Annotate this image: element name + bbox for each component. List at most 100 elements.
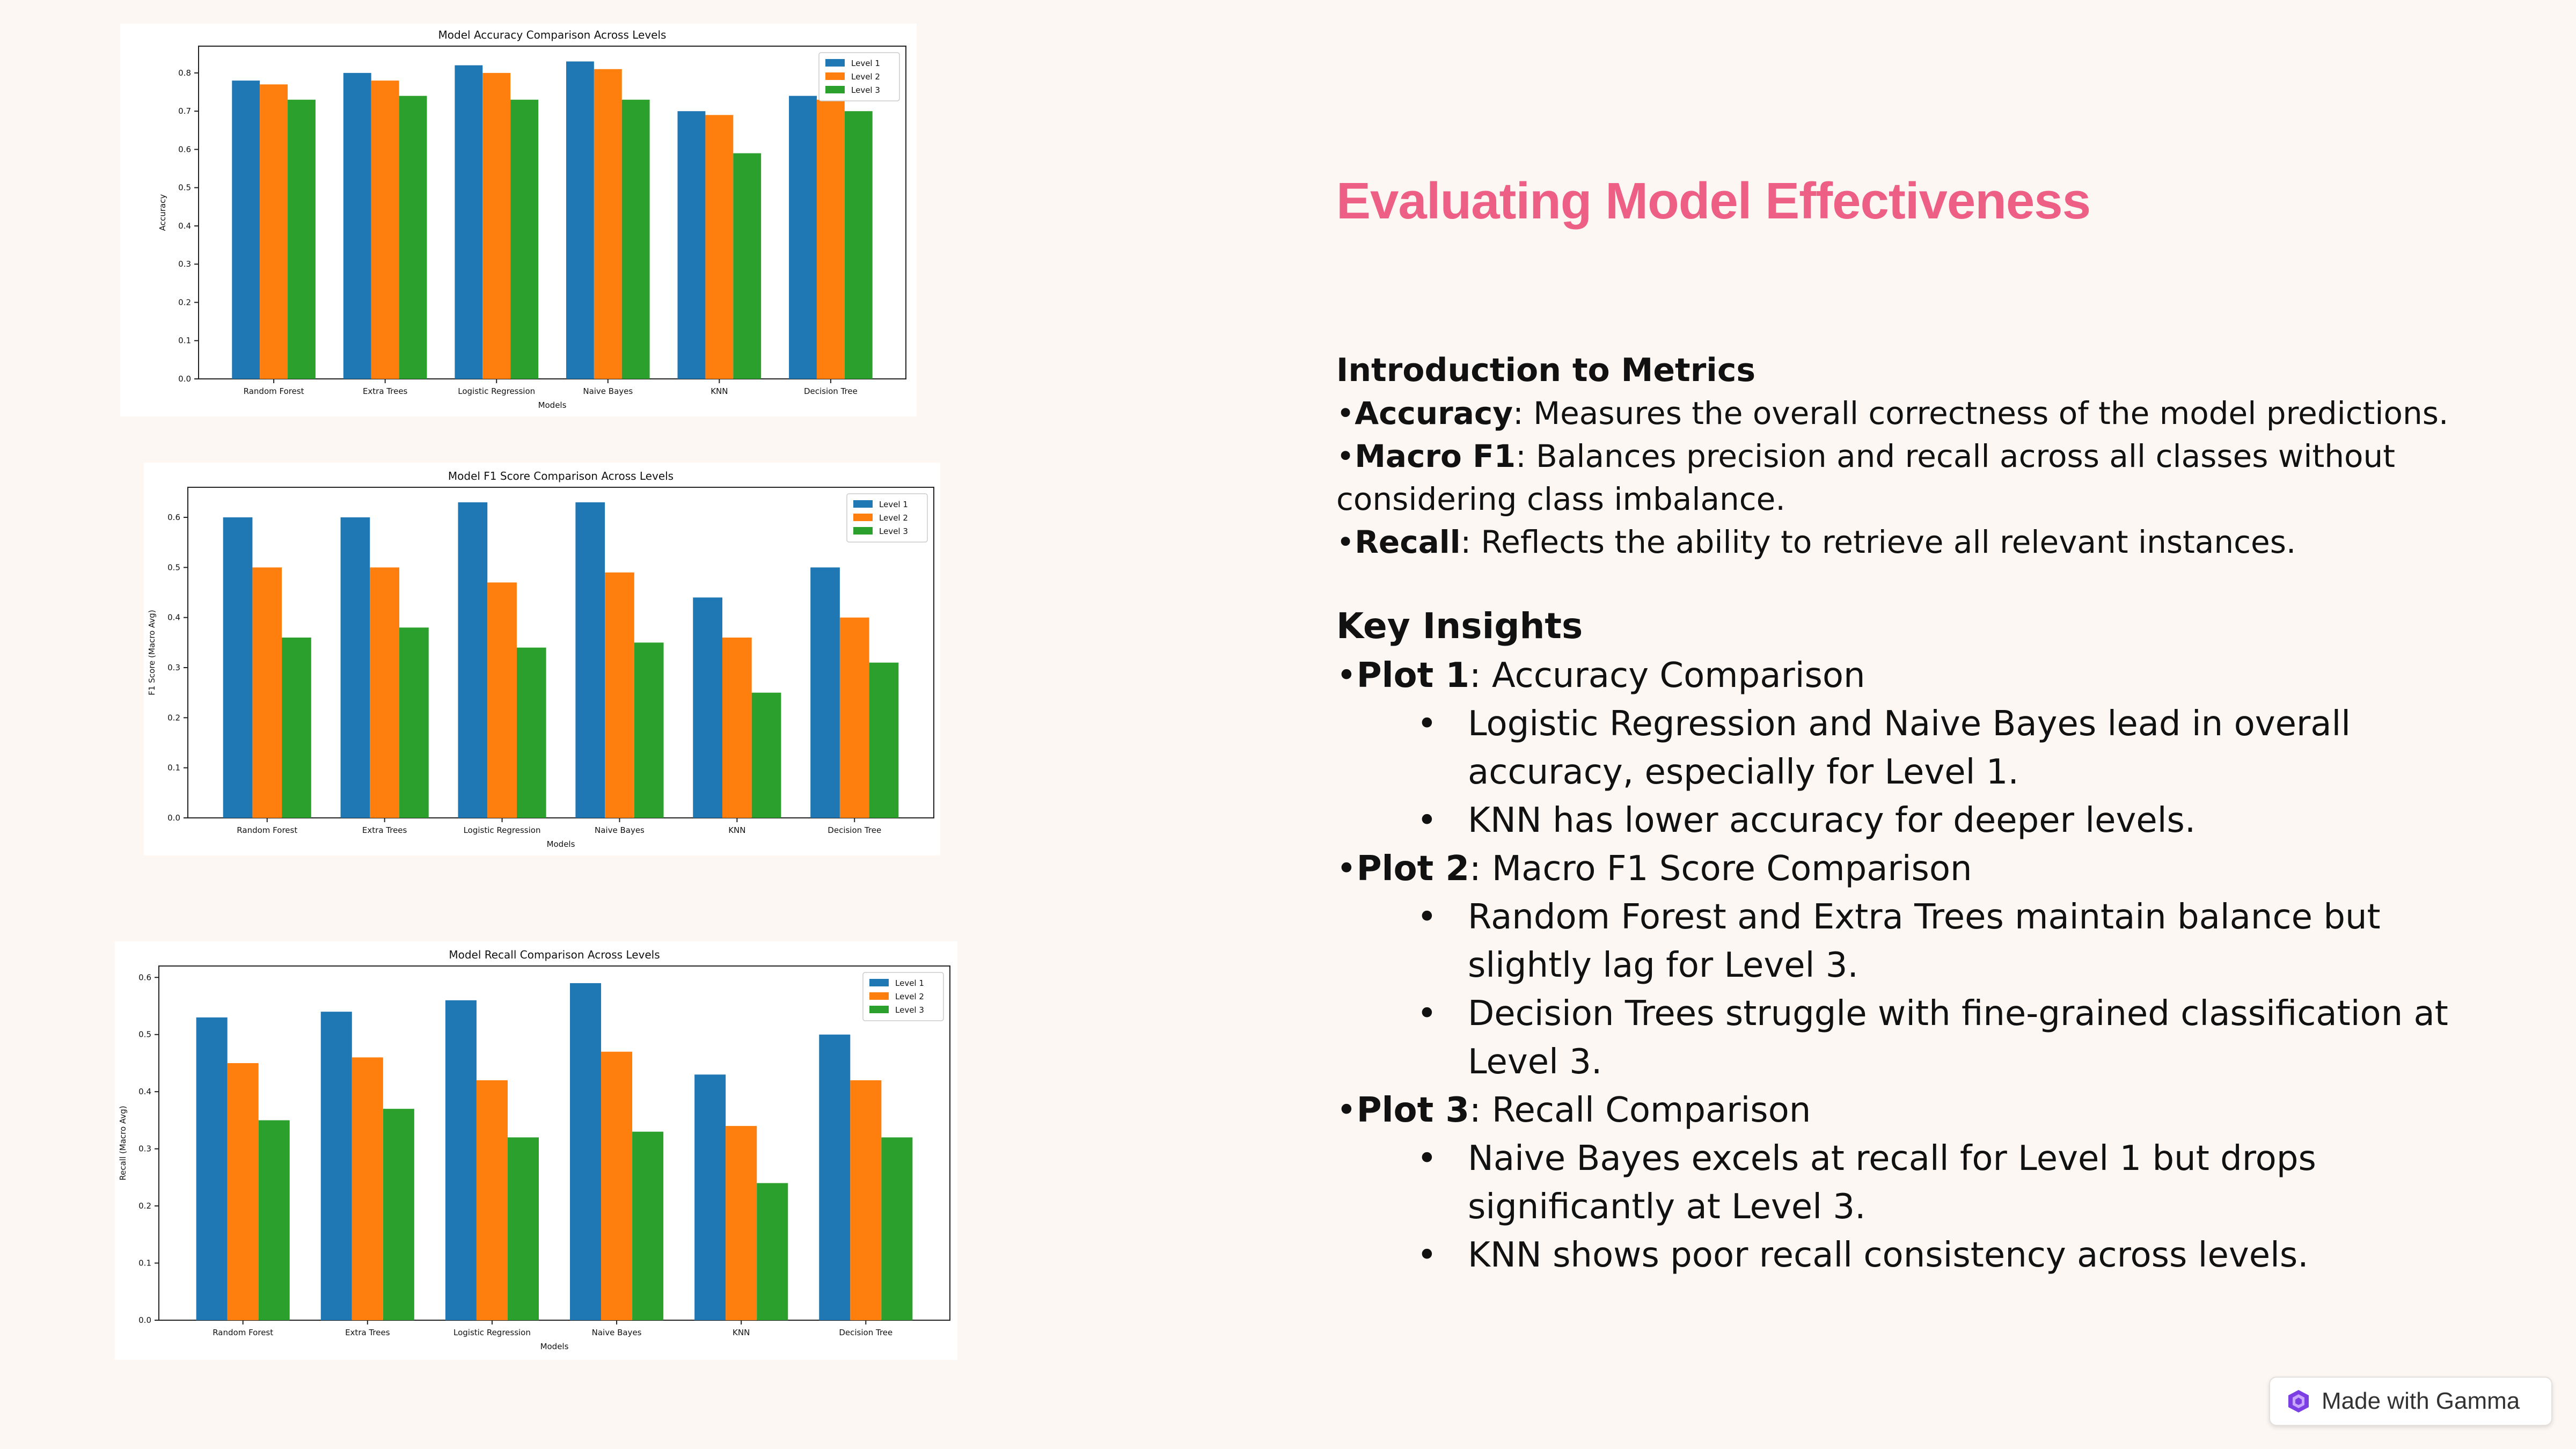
legend-swatch	[853, 514, 873, 521]
metric-desc: : Balances precision and recall across a…	[1516, 438, 2395, 474]
y-tick-label: 0.1	[138, 1258, 151, 1268]
bar-level-2	[227, 1063, 259, 1320]
bar-level-2	[370, 567, 400, 818]
bar-level-1	[223, 517, 253, 818]
bar-level-2	[352, 1057, 383, 1320]
y-tick-label: 0.1	[178, 336, 191, 346]
x-tick-label: Decision Tree	[828, 825, 881, 835]
recall-chart-card: Model Recall Comparison Across Levels 0.0…	[115, 941, 957, 1360]
bar-level-2	[605, 572, 634, 818]
plot-frame	[187, 487, 934, 818]
accuracy-chart-card: Model Accuracy Comparison Across Levels 0…	[120, 24, 917, 416]
bar-level-3	[399, 627, 429, 818]
legend-swatch	[869, 979, 889, 986]
y-tick-label: 0.8	[178, 68, 191, 78]
legend-label: Level 1	[851, 58, 880, 68]
x-tick-label: Naive Bayes	[595, 825, 645, 835]
y-tick-label: 0.4	[138, 1087, 151, 1096]
x-axis-label: Models	[547, 839, 575, 849]
bar-level-3	[282, 638, 311, 818]
intro-heading: Introduction to Metrics	[1336, 352, 1756, 389]
metric-macro-f1-continued: considering class imbalance.	[1336, 481, 1785, 517]
bullet: •	[1336, 1091, 1357, 1130]
bullet: •	[1417, 801, 1437, 840]
bar-level-1	[445, 1000, 477, 1320]
f1-chart-card: Model F1 Score Comparison Across Levels 0…	[144, 463, 940, 855]
bar-level-1	[232, 80, 260, 379]
plot3-heading: •Plot 3: Recall Comparison	[1336, 1086, 2517, 1135]
bullet: •	[1417, 704, 1437, 744]
y-tick-label: 0.2	[138, 1201, 151, 1211]
legend-swatch	[853, 500, 873, 508]
legend-label: Level 2	[895, 992, 924, 1001]
bar-level-3	[757, 1183, 788, 1320]
plot-frame	[198, 46, 906, 379]
y-tick-label: 0.3	[167, 663, 180, 672]
metric-macro-f1: •Macro F1: Balances precision and recall…	[1336, 435, 2517, 478]
y-axis-label: F1 Score (Macro Avg)	[147, 610, 157, 695]
y-tick-label: 0.4	[178, 221, 191, 231]
bar-level-3	[881, 1137, 913, 1320]
legend-label: Level 2	[879, 513, 908, 523]
bar-level-2	[482, 72, 511, 379]
metric-term: Recall	[1355, 524, 1461, 560]
insights-heading: Key Insights	[1336, 605, 1583, 647]
bullet: •	[1417, 1139, 1437, 1179]
bullet-line: Logistic Regression and Naive Bayes lead…	[1468, 704, 2351, 744]
legend-label: Level 3	[851, 85, 880, 95]
metric-term: Macro F1	[1355, 438, 1516, 474]
y-tick-label: 0.2	[167, 713, 180, 722]
y-tick-label: 0.5	[178, 183, 191, 193]
bar-level-1	[819, 1034, 851, 1320]
x-tick-label: KNN	[711, 386, 728, 396]
bullet: •	[1417, 1235, 1437, 1275]
legend-swatch	[825, 86, 845, 93]
plot-desc: : Recall Comparison	[1469, 1091, 1811, 1130]
legend-label: Level 2	[851, 72, 880, 82]
bar-level-2	[726, 1126, 757, 1320]
chart-title: Model F1 Score Comparison Across Levels	[448, 470, 674, 482]
y-tick-label: 0.3	[178, 259, 191, 269]
made-with-gamma-badge[interactable]: Made with Gamma	[2269, 1377, 2552, 1426]
bar-level-2	[816, 99, 845, 379]
legend-label: Level 3	[879, 526, 908, 536]
bar-level-1	[694, 1074, 726, 1320]
legend-swatch	[869, 1006, 889, 1013]
bullet-line: Level 3.	[1468, 1042, 1602, 1082]
y-tick-label: 0.2	[178, 297, 191, 307]
bullet-line: Random Forest and Extra Trees maintain b…	[1468, 897, 2381, 937]
bar-level-1	[810, 567, 840, 818]
bullet: •	[1336, 438, 1355, 474]
x-tick-label: Logistic Regression	[464, 825, 541, 835]
bar-level-2	[252, 567, 282, 818]
metric-accuracy: •Accuracy: Measures the overall correctn…	[1336, 392, 2517, 435]
bullet: •	[1336, 849, 1357, 889]
bar-level-3	[399, 96, 427, 379]
x-axis-label: Models	[538, 400, 567, 410]
bar-level-1	[458, 502, 488, 818]
x-tick-label: KNN	[728, 825, 745, 835]
y-tick-label: 0.4	[167, 613, 180, 623]
bar-level-3	[733, 153, 762, 379]
bullet-line: KNN shows poor recall consistency across…	[1468, 1235, 2309, 1275]
x-tick-label: Extra Trees	[363, 386, 408, 396]
y-tick-label: 0.5	[138, 1030, 151, 1040]
plot1-bullet-2: • KNN has lower accuracy for deeper level…	[1336, 796, 2517, 845]
bullet-line: significantly at Level 3.	[1468, 1187, 1866, 1227]
y-tick-label: 0.7	[178, 106, 191, 116]
bullet: •	[1336, 656, 1357, 696]
bar-level-1	[570, 983, 602, 1320]
legend-label: Level 3	[895, 1005, 924, 1015]
bullet-line: Decision Trees struggle with fine-graine…	[1468, 994, 2448, 1034]
badge-label: Made with Gamma	[2322, 1388, 2520, 1414]
bar-level-2	[705, 115, 734, 379]
bar-level-2	[850, 1080, 882, 1320]
y-tick-label: 0.6	[167, 513, 180, 522]
plot-desc: : Macro F1 Score Comparison	[1469, 849, 1972, 889]
page-title: Evaluating Model Effectiveness	[1336, 172, 2091, 230]
slide-body: Introduction to Metrics •Accuracy: Measu…	[1336, 349, 2517, 1279]
bar-level-3	[632, 1131, 664, 1320]
y-tick-label: 0.3	[138, 1144, 151, 1154]
bullet-line: accuracy, especially for Level 1.	[1468, 752, 2019, 792]
x-tick-label: Logistic Regression	[458, 386, 535, 396]
